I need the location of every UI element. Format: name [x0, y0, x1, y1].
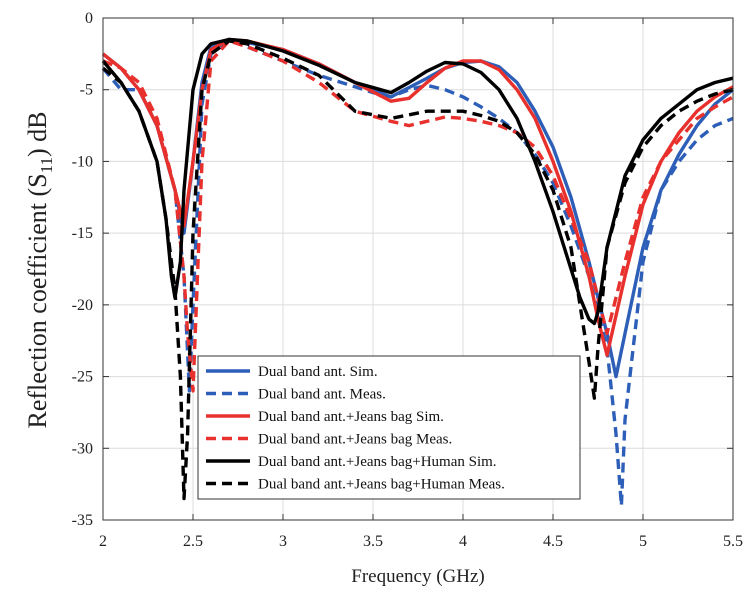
y-axis-label-main: Reflection coefficient (S	[23, 173, 52, 428]
legend: Dual band ant. Sim. Dual band ant. Meas. D…	[197, 355, 581, 500]
series-line-3	[101, 37, 734, 357]
y-tick-label: 0	[85, 10, 93, 27]
x-tick-label: 2.5	[183, 533, 203, 550]
y-tick-label: -20	[72, 297, 93, 314]
legend-entry: Dual band ant.+Jeans bag Meas.	[258, 432, 452, 448]
y-axis-label-sub: 11	[37, 157, 56, 173]
x-tick-label: 3	[279, 533, 287, 550]
y-axis-label: Reflection coefficient (S11) dB	[23, 112, 56, 429]
legend-entry: Dual band ant.+Jeans bag+Human Sim.	[258, 454, 497, 470]
y-axis-label-tail: ) dB	[23, 112, 52, 158]
series-line-4	[102, 39, 734, 393]
axis-ticks: 2 2.5 3 3.5 4 4.5 5 5.5 0 -5 -10 -15 -20 -25 -30 -35	[72, 10, 743, 550]
y-tick-label: -10	[72, 153, 93, 170]
x-tick-label: 4.5	[543, 533, 563, 550]
x-tick-label: 3.5	[363, 533, 383, 550]
x-tick-label: 5.5	[723, 533, 743, 550]
legend-entry: Dual band ant. Meas.	[258, 387, 386, 403]
y-tick-label: -30	[72, 440, 93, 457]
series-line-6	[101, 39, 734, 501]
x-tick-label: 2	[99, 533, 107, 550]
legend-entry: Dual band ant.+Jeans bag+Human Meas.	[258, 477, 505, 493]
legend-entry: Dual band ant.+Jeans bag Sim.	[258, 409, 444, 425]
legend-box	[197, 355, 581, 500]
y-tick-label: -15	[72, 225, 93, 242]
y-tick-label: -5	[80, 82, 93, 99]
x-axis-label: Frequency (GHz)	[351, 566, 484, 587]
y-tick-label: -35	[72, 512, 93, 529]
plot-frame	[102, 17, 734, 521]
series-layer	[101, 37, 735, 508]
x-tick-label: 5	[639, 533, 647, 550]
legend-entry: Dual band ant. Sim.	[258, 364, 378, 380]
y-tick-label: -25	[72, 369, 93, 386]
x-tick-label: 4	[459, 533, 467, 550]
